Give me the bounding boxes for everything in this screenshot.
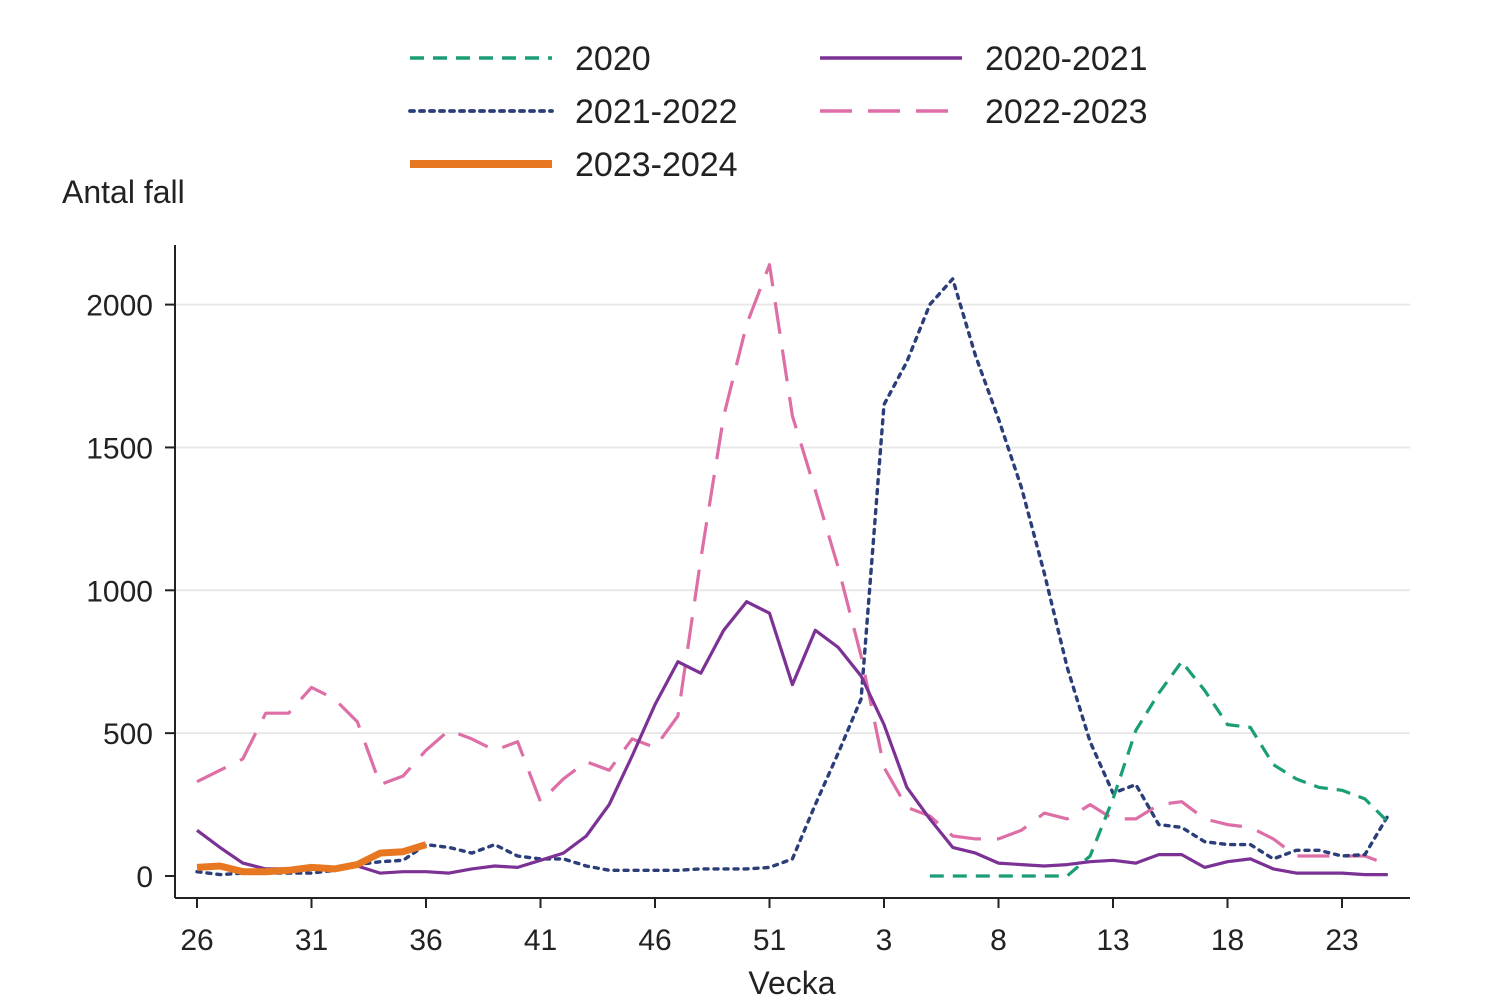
y-axis-title: Antal fall <box>62 174 185 210</box>
legend-label-2020: 2020 <box>575 40 651 78</box>
x-tick-label: 36 <box>409 924 442 957</box>
x-tick-label: 13 <box>1096 924 1129 957</box>
series-line-2020 <box>929 660 1389 878</box>
legend: 2020 2020-2021 2021-2022 2022-2023 2023-2024 <box>408 40 1148 184</box>
y-tick-label: 1000 <box>86 575 153 608</box>
series-line-2021-2022 <box>195 277 1390 877</box>
legend-label-2020-2021: 2020-2021 <box>985 40 1148 78</box>
grid-lines <box>175 303 1410 735</box>
x-tick-label: 23 <box>1325 924 1358 957</box>
series-lines <box>195 263 1390 878</box>
x-axis-title: Vecka <box>748 965 835 1001</box>
legend-label-2023-2024: 2023-2024 <box>575 146 738 184</box>
y-tick-label: 0 <box>136 861 153 894</box>
legend-label-2022-2023: 2022-2023 <box>985 93 1148 131</box>
x-tick-label: 18 <box>1211 924 1244 957</box>
series-line-2023-2024 <box>196 841 428 876</box>
series-line-2022-2023 <box>196 263 1389 867</box>
x-tick-label: 3 <box>876 924 893 957</box>
legend-label-2021-2022: 2021-2022 <box>575 93 738 131</box>
x-tick-label: 31 <box>295 924 328 957</box>
y-tick-label: 500 <box>103 718 153 751</box>
axes: 0 500 1000 1500 2000 26 31 36 41 46 51 3 8 13 18 23 <box>86 245 1410 957</box>
x-tick-label: 26 <box>180 924 213 957</box>
x-tick-label: 41 <box>524 924 557 957</box>
x-tick-label: 46 <box>638 924 671 957</box>
series-line-2020-2021 <box>196 600 1388 877</box>
x-tick-label: 51 <box>753 924 786 957</box>
x-tick-label: 8 <box>990 924 1007 957</box>
y-tick-label: 2000 <box>86 290 153 323</box>
y-tick-label: 1500 <box>86 432 153 465</box>
